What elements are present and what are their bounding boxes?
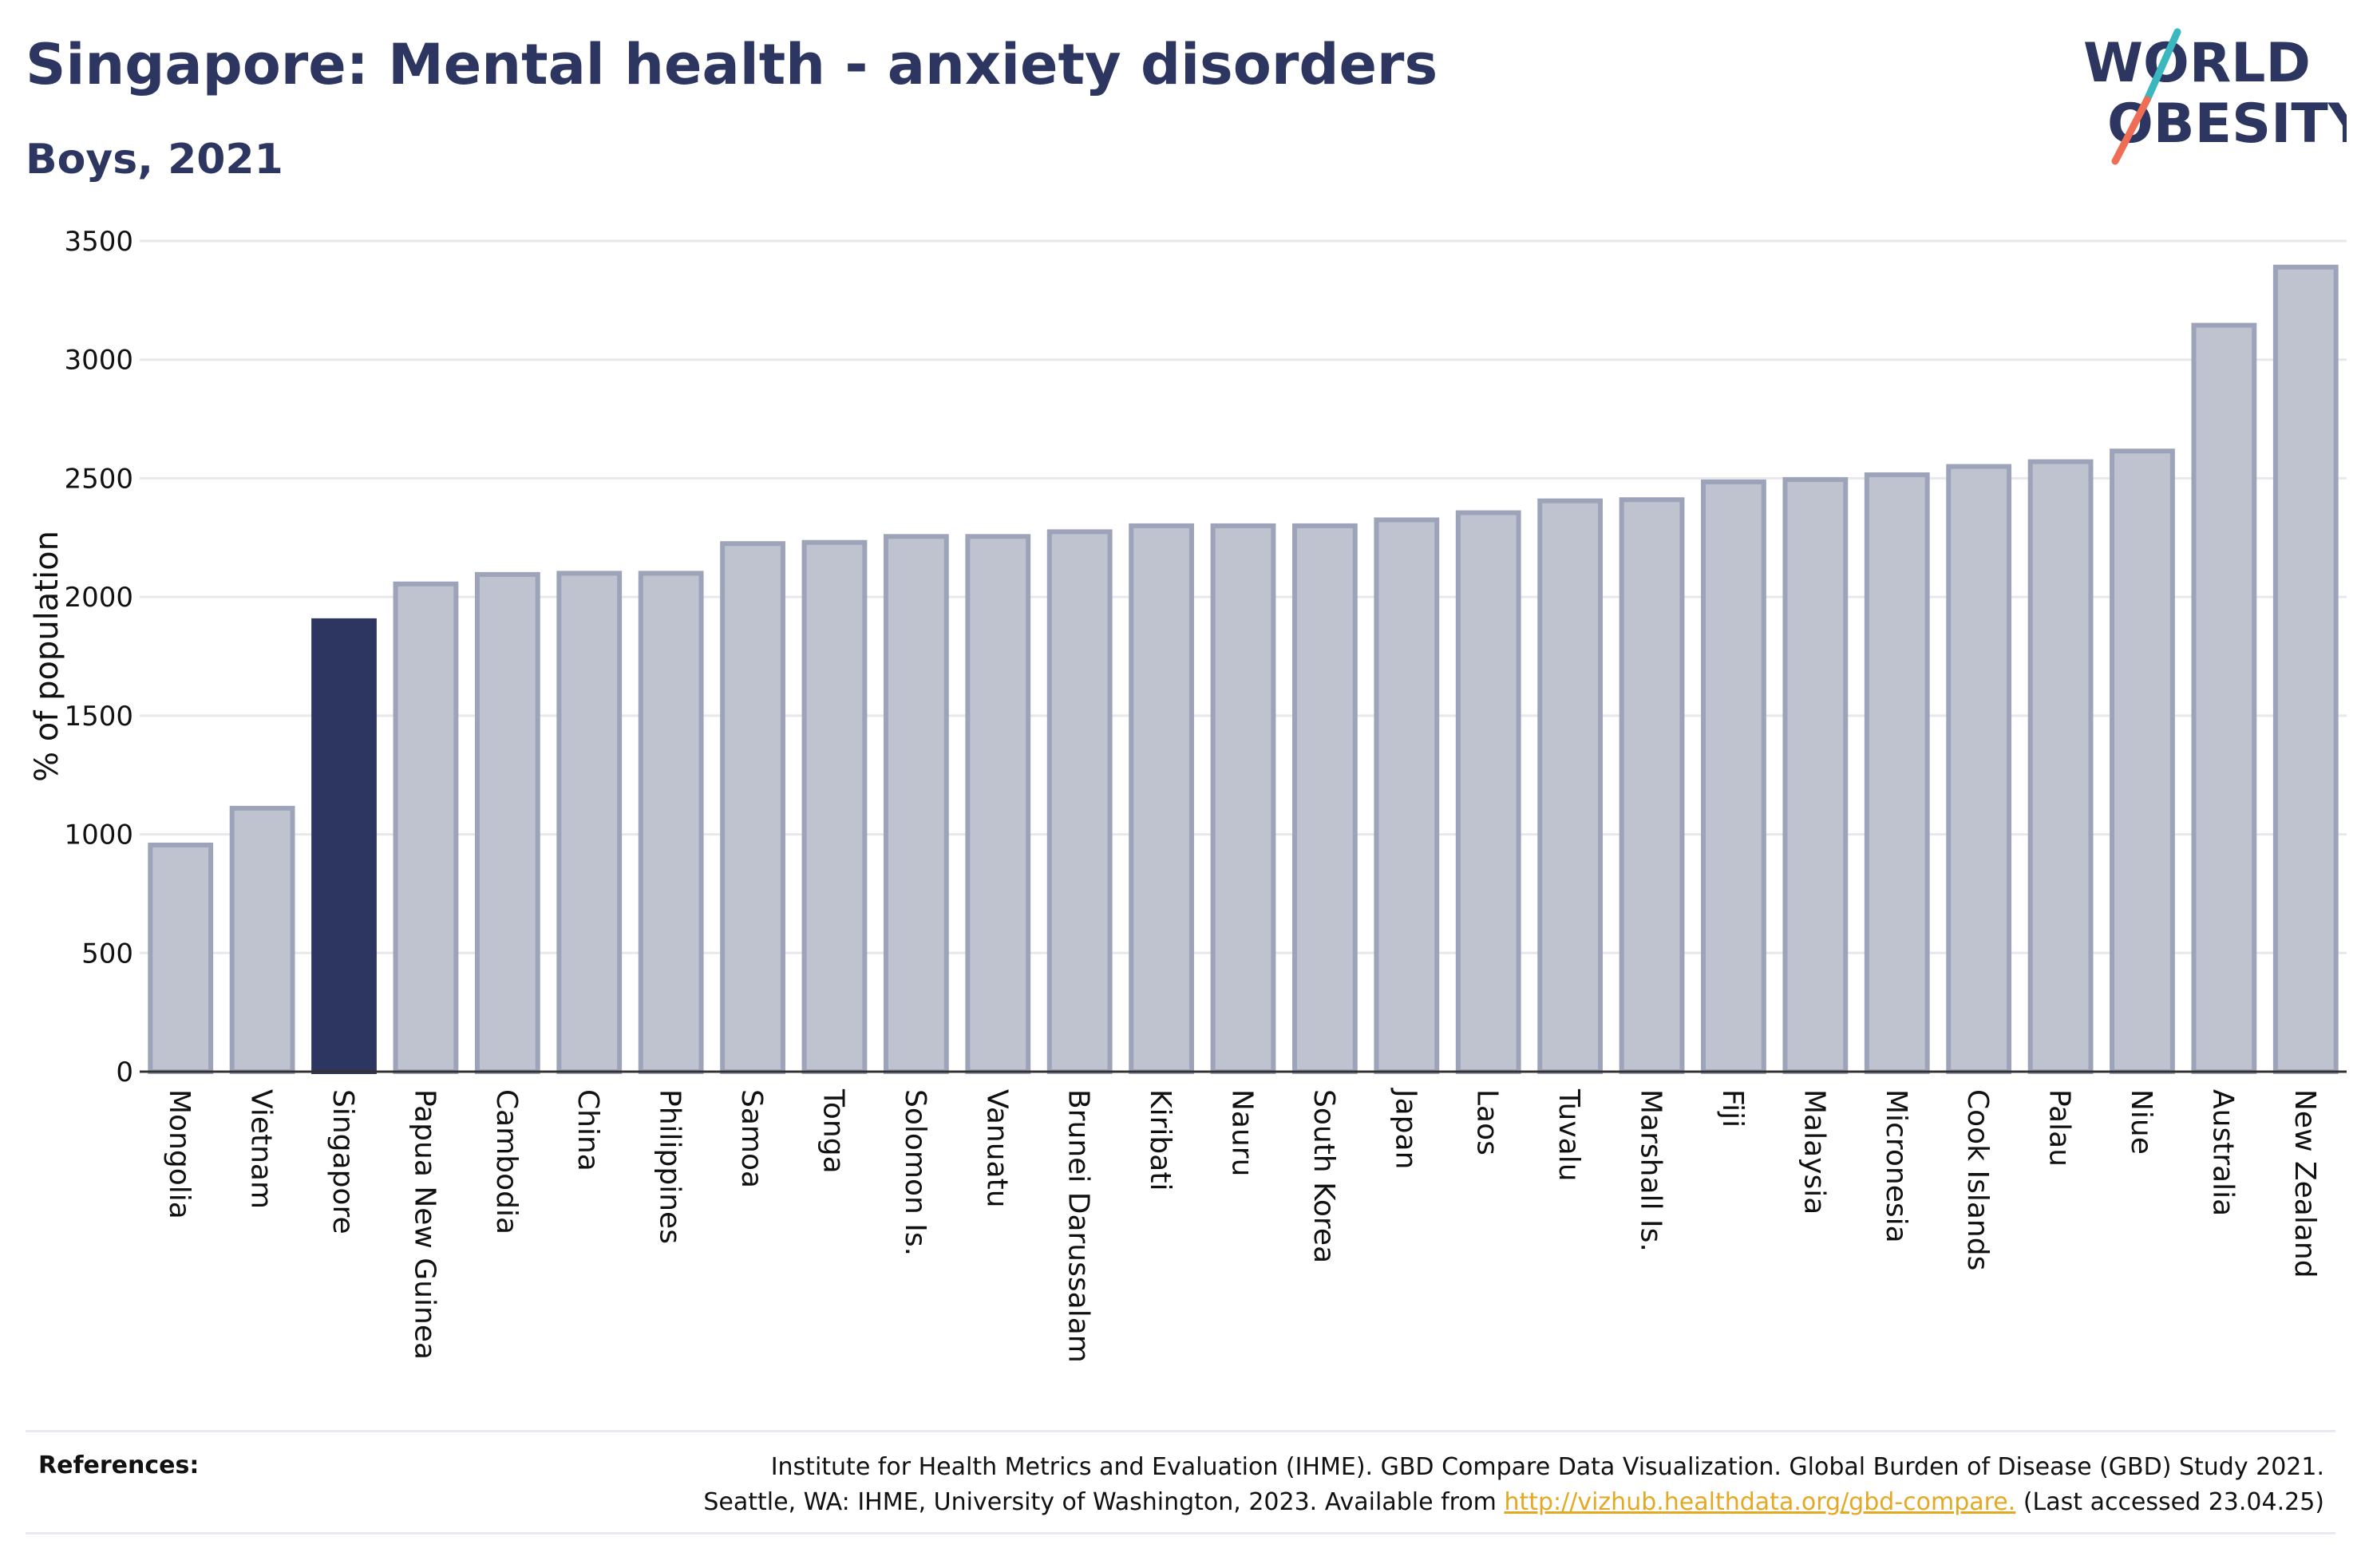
x-tick-label: Tonga <box>817 1088 849 1174</box>
chart-title: Singapore: Mental health - anxiety disor… <box>26 32 1438 97</box>
x-tick-label: Samoa <box>735 1089 768 1188</box>
x-tick-label: Vanuatu <box>980 1089 1013 1208</box>
bar <box>1046 529 1113 1075</box>
x-tick-label: South Korea <box>1307 1089 1340 1263</box>
x-tick-label: Niue <box>2125 1089 2157 1155</box>
y-axis-label: % of population <box>29 531 65 782</box>
bar <box>311 618 377 1074</box>
bar <box>1537 498 1604 1075</box>
bar <box>229 805 295 1075</box>
bar <box>2191 322 2257 1074</box>
y-tick-label: 2500 <box>64 463 133 495</box>
x-tick-label: Palau <box>2043 1089 2076 1167</box>
bar <box>1619 497 1685 1074</box>
bar <box>1129 523 1194 1074</box>
bar <box>1946 464 2012 1074</box>
bar <box>1374 517 1440 1074</box>
bar <box>883 534 949 1074</box>
bar <box>148 842 214 1074</box>
references-text: Institute for Health Metrics and Evaluat… <box>703 1450 2324 1520</box>
bar <box>393 581 459 1074</box>
world-obesity-logo: WORLD OBESITY <box>2075 24 2347 168</box>
bar <box>1782 476 1849 1074</box>
logo-slash-teal <box>2143 28 2181 104</box>
x-tick-label: New Zealand <box>2288 1089 2321 1278</box>
x-tick-label: Cambodia <box>490 1089 523 1234</box>
bar <box>1455 510 1521 1074</box>
references-section: References: Institute for Health Metrics… <box>26 1430 2335 1534</box>
bar-chart: 0 500 1000 1500 2000 2500 3000 3500 % of populat… <box>29 226 2347 1363</box>
world-obesity-logo-svg: WORLD OBESITY <box>2083 28 2347 165</box>
y-tick-label: 0 <box>116 1057 133 1088</box>
references-label: References: <box>38 1451 200 1479</box>
y-tick-label: 1500 <box>64 701 133 733</box>
x-tick-label: Malaysia <box>1797 1089 1830 1215</box>
bar <box>1210 523 1276 1074</box>
x-tick-label: Vietnam <box>245 1089 278 1209</box>
x-tick-label: Fiji <box>1716 1089 1749 1128</box>
x-tick-label: Singapore <box>326 1089 359 1234</box>
bar <box>1701 479 1766 1074</box>
y-tick-label: 3000 <box>64 345 133 377</box>
logo-line1: WORLD <box>2083 32 2311 95</box>
x-tick-label: Tuvalu <box>1552 1088 1585 1182</box>
x-tick-label: Marshall Is. <box>1635 1089 1667 1252</box>
references-line1: Institute for Health Metrics and Evaluat… <box>770 1453 2324 1481</box>
references-line2-suffix: (Last accessed 23.04.25) <box>2015 1488 2324 1516</box>
y-tick-label: 2000 <box>64 582 133 614</box>
x-tick-label: Brunei Darussalam <box>1062 1089 1095 1363</box>
bar <box>2272 264 2339 1074</box>
y-tick-label: 500 <box>81 938 133 970</box>
bar <box>965 534 1031 1074</box>
bar <box>474 571 540 1074</box>
references-line2-prefix: Seattle, WA: IHME, University of Washing… <box>703 1488 1505 1516</box>
x-tick-label: Papua New Guinea <box>408 1089 441 1360</box>
bar <box>2110 448 2175 1074</box>
x-tick-label: Mongolia <box>163 1089 196 1219</box>
x-tick-label: Japan <box>1389 1088 1422 1169</box>
bar <box>720 541 785 1074</box>
chart-subtitle: Boys, 2021 <box>26 136 283 184</box>
bar <box>1292 523 1358 1074</box>
x-tick-label: Kiribati <box>1144 1089 1177 1191</box>
x-tick-label: Solomon Is. <box>899 1089 931 1256</box>
references-link[interactable]: http://vizhub.healthdata.org/gbd-compare… <box>1504 1488 2016 1516</box>
bar <box>1864 472 1930 1074</box>
y-tick-label: 1000 <box>64 820 133 851</box>
x-tick-label: Philippines <box>654 1089 686 1244</box>
bar <box>2027 459 2094 1074</box>
x-tick-label: Nauru <box>1226 1089 1259 1176</box>
bar <box>801 539 868 1074</box>
x-tick-label: Australia <box>2206 1089 2239 1216</box>
references-line2: Seattle, WA: IHME, University of Washing… <box>703 1485 2324 1520</box>
x-tick-label: China <box>571 1089 604 1171</box>
x-tick-label: Cook Islands <box>1961 1089 1994 1270</box>
bar <box>556 571 623 1074</box>
bar <box>638 571 704 1074</box>
logo-slash-coral <box>2111 96 2151 165</box>
x-tick-label: Laos <box>1471 1089 1504 1155</box>
y-tick-label: 3500 <box>64 226 133 258</box>
x-tick-label: Micronesia <box>1880 1089 1912 1243</box>
